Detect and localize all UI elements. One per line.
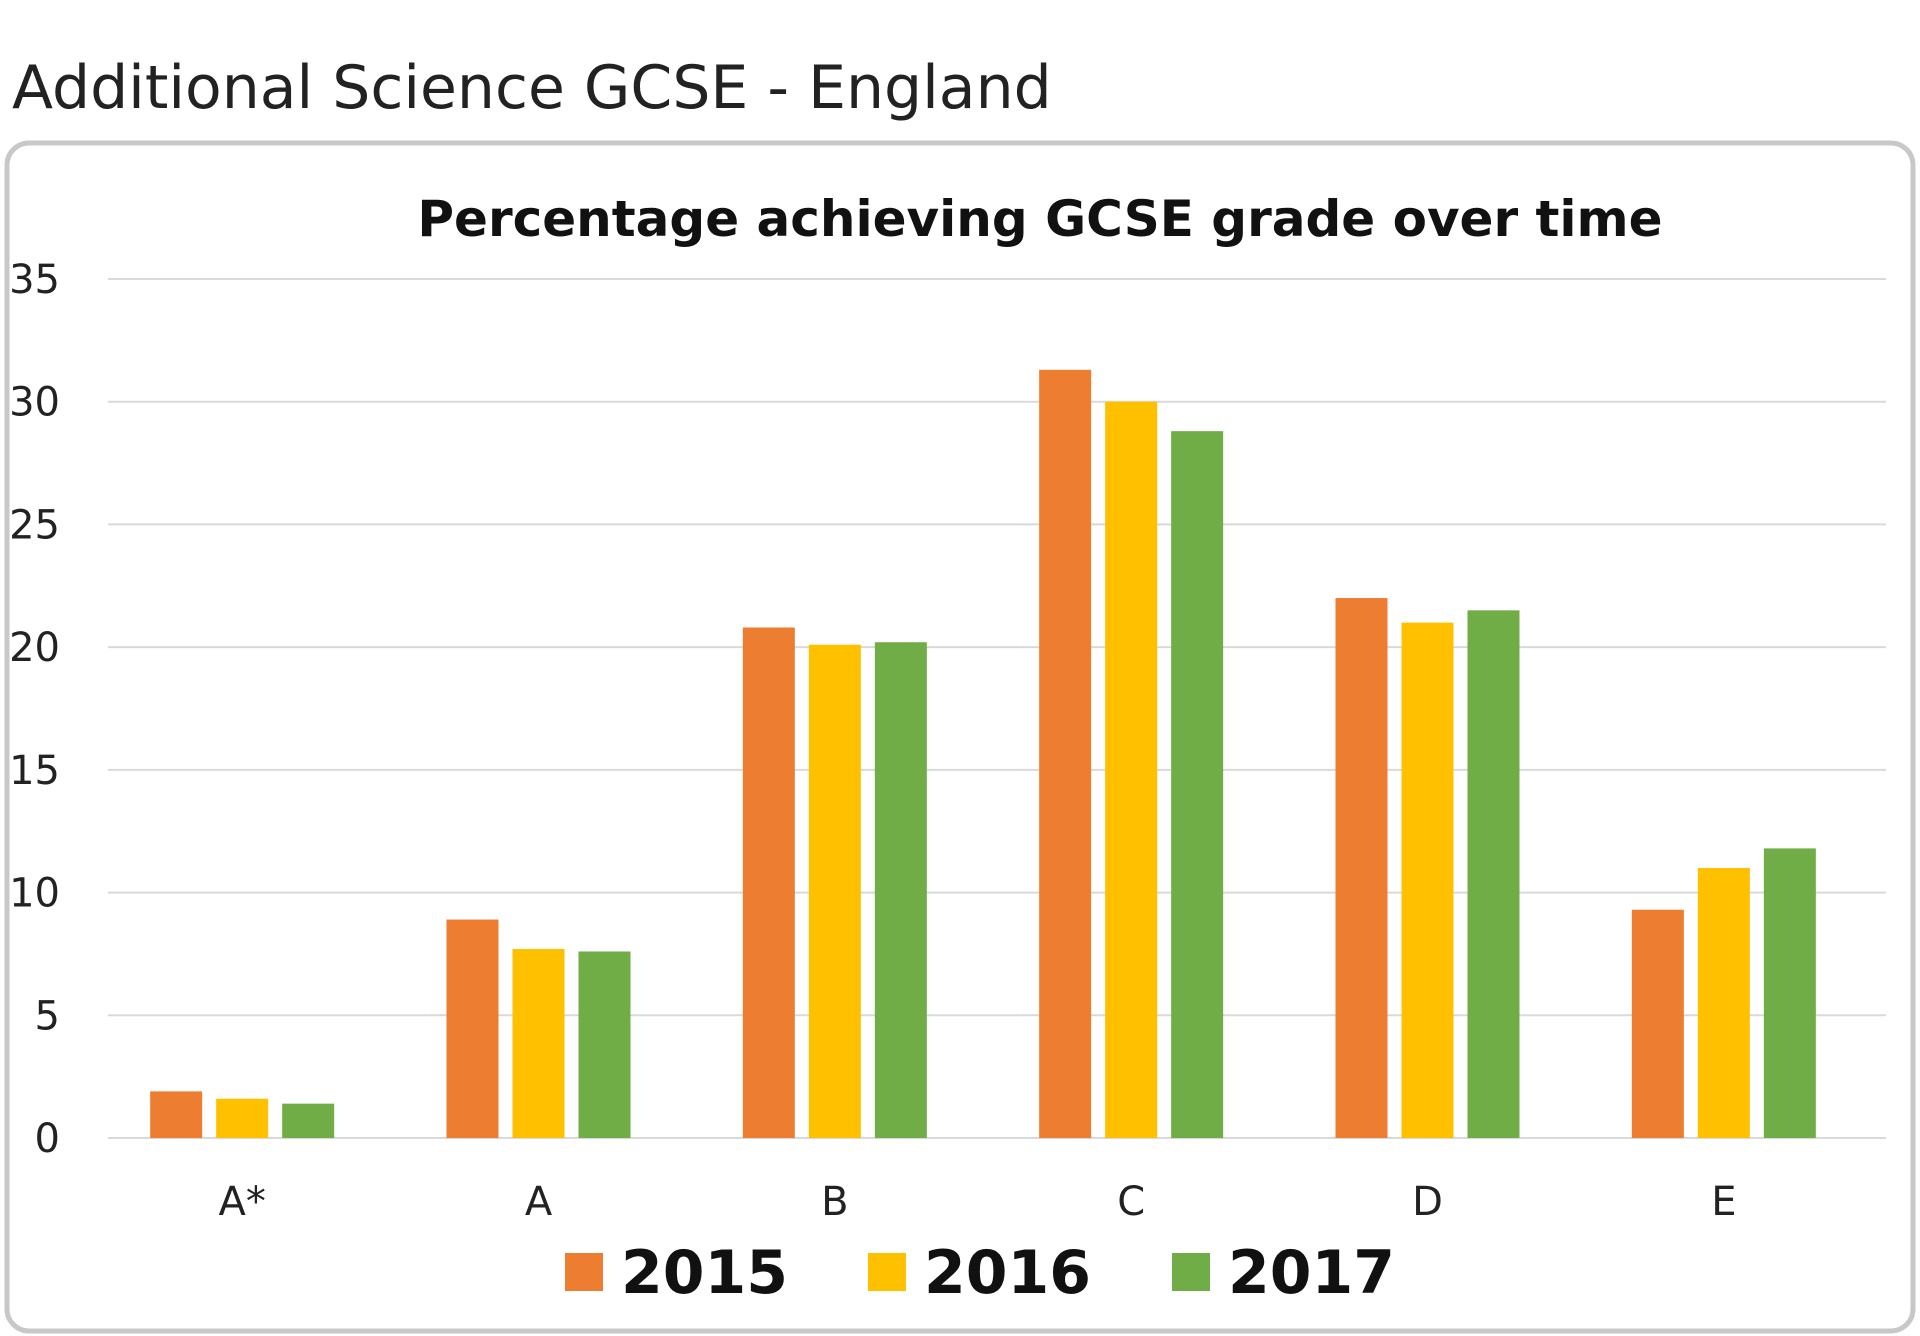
x-tick-label: A* xyxy=(218,1179,265,1225)
bar-B-2017 xyxy=(874,642,927,1138)
bar-E-2015 xyxy=(1631,909,1684,1138)
bar-A*-2015 xyxy=(150,1091,203,1138)
bar-C-2017 xyxy=(1171,431,1224,1138)
bar-A*-2016 xyxy=(216,1098,269,1138)
gridlines xyxy=(108,278,1886,1139)
bar-B-2015 xyxy=(742,627,795,1138)
bar-E-2017 xyxy=(1763,848,1816,1138)
chart-card xyxy=(4,140,1916,1334)
y-tick-label: 20 xyxy=(9,625,60,671)
bars xyxy=(150,369,1816,1138)
legend: 2015 2016 2017 xyxy=(565,1238,1395,1308)
y-tick-label: 10 xyxy=(9,871,60,917)
bar-D-2016 xyxy=(1401,622,1454,1138)
legend-swatch-2015 xyxy=(565,1253,603,1291)
x-tick-label: E xyxy=(1711,1179,1736,1225)
y-axis-ticks: 0 5 10 15 20 25 30 35 xyxy=(9,257,60,1162)
x-tick-label: A xyxy=(525,1179,553,1225)
bar-C-2015 xyxy=(1039,369,1092,1138)
x-axis-labels: A* A B C D E xyxy=(218,1179,1736,1225)
x-tick-label: B xyxy=(821,1179,848,1225)
y-tick-label: 5 xyxy=(35,993,60,1039)
y-tick-label: 30 xyxy=(9,380,60,426)
x-tick-label: D xyxy=(1412,1179,1443,1225)
legend-swatch-2016 xyxy=(868,1253,906,1291)
legend-label: 2015 xyxy=(621,1238,788,1308)
chart-title: Percentage achieving GCSE grade over tim… xyxy=(417,190,1662,248)
bar-A*-2017 xyxy=(282,1103,335,1138)
bar-C-2016 xyxy=(1105,401,1158,1138)
bar-D-2017 xyxy=(1467,610,1520,1138)
bar-A-2015 xyxy=(446,919,499,1138)
bar-B-2016 xyxy=(808,644,861,1138)
legend-label: 2017 xyxy=(1228,1238,1395,1308)
bar-A-2016 xyxy=(512,949,565,1138)
y-tick-label: 0 xyxy=(35,1116,60,1162)
y-tick-label: 35 xyxy=(9,257,60,303)
legend-label: 2016 xyxy=(924,1238,1091,1308)
y-tick-label: 25 xyxy=(9,502,60,548)
bar-D-2015 xyxy=(1335,598,1388,1138)
legend-swatch-2017 xyxy=(1172,1253,1210,1291)
y-tick-label: 15 xyxy=(9,748,60,794)
bar-E-2016 xyxy=(1697,868,1750,1138)
bar-A-2017 xyxy=(578,951,631,1138)
x-tick-label: C xyxy=(1117,1179,1145,1225)
page-title: Additional Science GCSE - England xyxy=(12,53,1052,123)
